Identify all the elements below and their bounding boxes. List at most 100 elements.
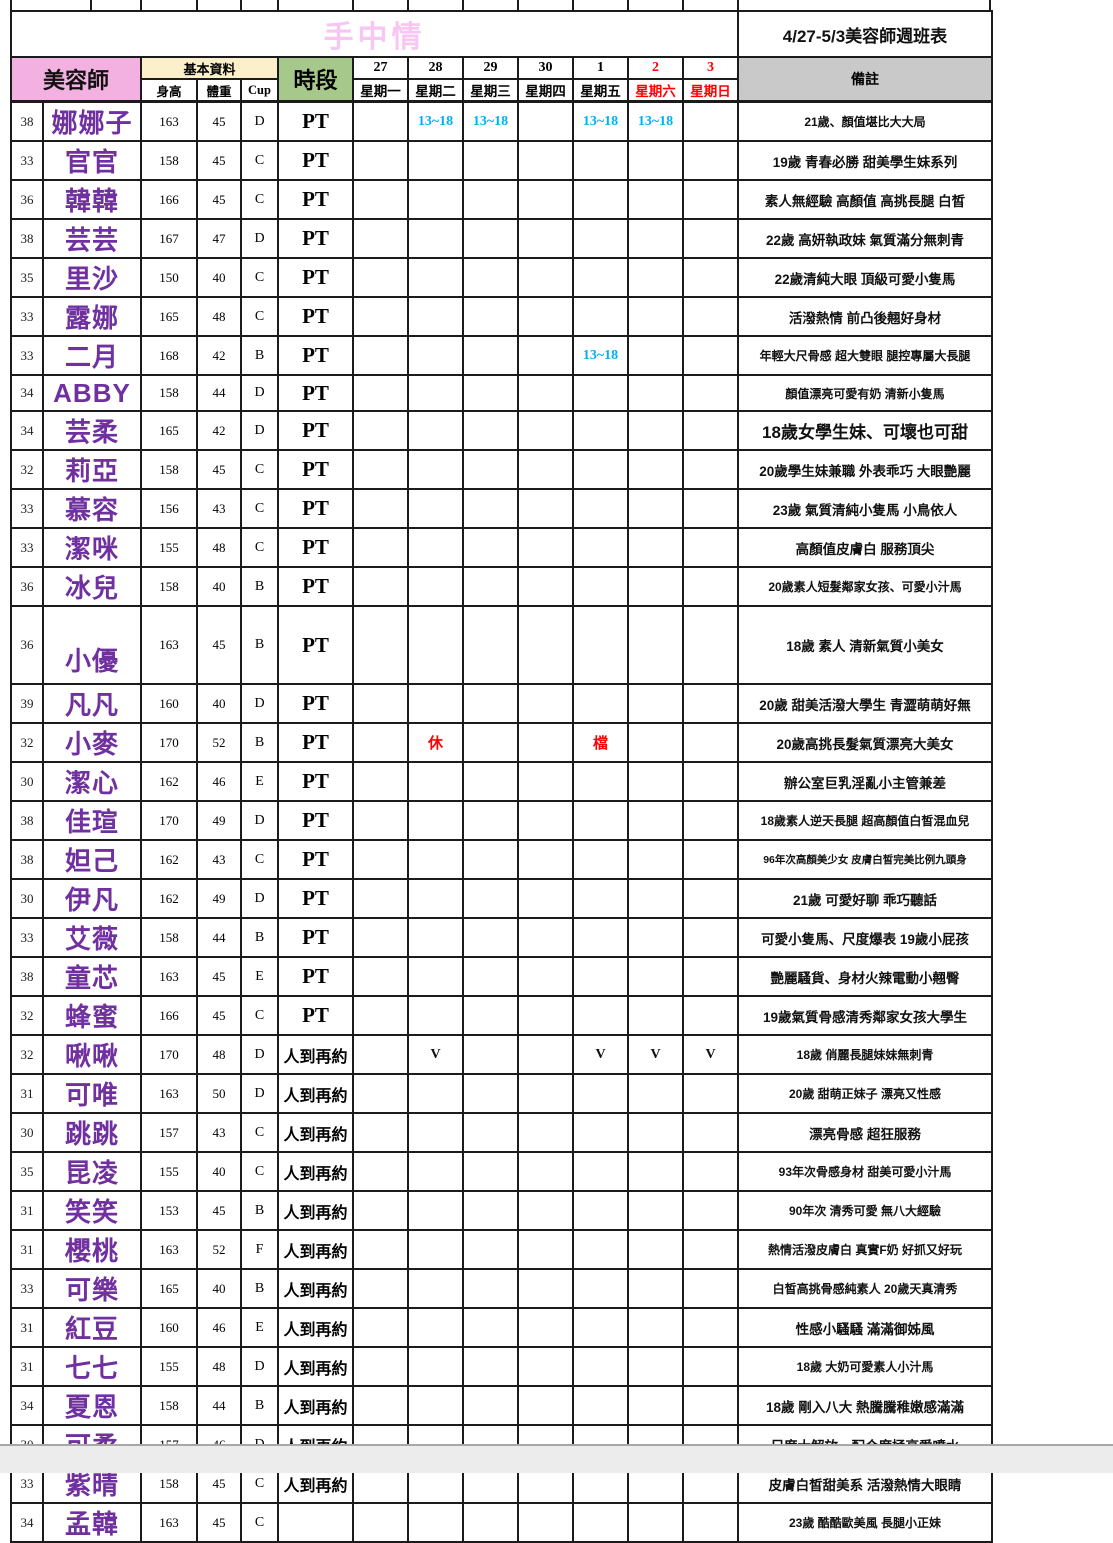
schedule-cell-tue <box>407 527 464 568</box>
timeslot-cell: 人到再約 <box>277 1151 354 1192</box>
schedule-cell-fri <box>572 140 629 181</box>
beautician-name-cell: 夏恩 <box>42 1385 142 1426</box>
table-row: 30 跳跳 157 43 C 人到再約 漂亮骨感 超狂服務 <box>10 1112 993 1153</box>
table-row: 34 芸柔 165 42 D PT 18歲女學生妹、可壞也可甜 <box>10 410 993 451</box>
timeslot-cell: 人到再約 <box>277 1346 354 1387</box>
beautician-name-cell: 冰兒 <box>42 566 142 607</box>
schedule-cell-sun <box>682 1151 739 1192</box>
cup-cell: D <box>240 1346 279 1387</box>
age-cell: 33 <box>10 335 44 376</box>
cup-cell: B <box>240 566 279 607</box>
title-row: 手中情 4/27-5/3美容師週班表 <box>10 10 993 58</box>
schedule-cell-fri <box>572 1151 629 1192</box>
table-row: 38 妲己 162 43 C PT 96年次高顏美少女 皮膚白皙完美比例九頭身 <box>10 839 993 880</box>
remark-cell: 白皙高挑骨感純素人 20歲天真清秀 <box>737 1268 993 1309</box>
cup-cell: C <box>240 527 279 568</box>
weight-cell: 43 <box>196 488 242 529</box>
schedule-cell-sun <box>682 488 739 529</box>
schedule-cell-tue <box>407 410 464 451</box>
schedule-cell-wed <box>462 683 519 724</box>
weight-cell: 45 <box>196 605 242 685</box>
timeslot-cell: PT <box>277 179 354 220</box>
beautician-name-cell: 孟韓 <box>42 1502 142 1543</box>
height-cell: 160 <box>140 683 198 724</box>
schedule-cell-fri <box>572 878 629 919</box>
remark-cell: 辦公室巨乳淫亂小主管兼差 <box>737 761 993 802</box>
schedule-cell-mon <box>352 1190 409 1231</box>
remark-cell: 18歲 大奶可愛素人小汁馬 <box>737 1346 993 1387</box>
remark-cell: 性感小騷騷 滿滿御姊風 <box>737 1307 993 1348</box>
height-cell: 160 <box>140 1307 198 1348</box>
schedule-cell-fri <box>572 800 629 841</box>
schedule-cell-thu <box>517 1229 574 1270</box>
weight-cell: 43 <box>196 839 242 880</box>
schedule-cell-sun <box>682 257 739 298</box>
schedule-cell-mon <box>352 1229 409 1270</box>
remark-cell: 18歲 俏麗長腿妹妹無刺青 <box>737 1034 993 1075</box>
page-title: 手中情 <box>10 10 739 58</box>
age-cell: 31 <box>10 1190 44 1231</box>
col-header-weekday-tue: 星期二 <box>407 78 464 103</box>
schedule-cell-sat <box>627 722 684 763</box>
beautician-name-cell: 二月 <box>42 335 142 376</box>
weight-cell: 45 <box>196 956 242 997</box>
table-row: 38 童芯 163 45 E PT 艷麗騷貨、身材火辣電動小翹臀 <box>10 956 993 997</box>
schedule-cell-sat <box>627 995 684 1036</box>
age-cell: 32 <box>10 449 44 490</box>
timeslot-cell: PT <box>277 374 354 412</box>
beautician-name-cell: 露娜 <box>42 296 142 337</box>
table-row: 34 夏恩 158 44 B 人到再約 18歲 剛入八大 熱騰騰稚嫩感滿滿 <box>10 1385 993 1426</box>
schedule-cell-sun <box>682 800 739 841</box>
beautician-name-cell: 慕容 <box>42 488 142 529</box>
height-cell: 165 <box>140 296 198 337</box>
age-cell: 31 <box>10 1229 44 1270</box>
cup-cell: E <box>240 1307 279 1348</box>
age-cell: 36 <box>10 566 44 607</box>
remark-cell: 93年次骨感身材 甜美可愛小汁馬 <box>737 1151 993 1192</box>
schedule-cell-sun <box>682 605 739 685</box>
table-row: 31 櫻桃 163 52 F 人到再約 熱情活潑皮膚白 真實F奶 好抓又好玩 <box>10 1229 993 1270</box>
schedule-cell-tue <box>407 605 464 685</box>
beautician-name-cell: 跳跳 <box>42 1112 142 1153</box>
schedule-cell-tue <box>407 296 464 337</box>
schedule-cell-sat <box>627 800 684 841</box>
schedule-cell-sun <box>682 1190 739 1231</box>
schedule-cell-thu <box>517 410 574 451</box>
weight-cell: 50 <box>196 1073 242 1114</box>
cup-cell: B <box>240 722 279 763</box>
schedule-cell-thu <box>517 296 574 337</box>
schedule-cell-sat <box>627 1229 684 1270</box>
cup-cell: B <box>240 1190 279 1231</box>
schedule-cell-fri: 13~18 <box>572 100 629 142</box>
schedule-cell-sat <box>627 917 684 958</box>
age-cell: 30 <box>10 1112 44 1153</box>
schedule-cell-sun <box>682 1229 739 1270</box>
height-cell: 163 <box>140 1229 198 1270</box>
beautician-name-cell: 里沙 <box>42 257 142 298</box>
schedule-cell-thu <box>517 218 574 259</box>
weight-cell: 49 <box>196 800 242 841</box>
schedule-cell-fri: 檔 <box>572 722 629 763</box>
table-row: 31 可唯 163 50 D 人到再約 20歲 甜萌正妹子 漂亮又性感 <box>10 1073 993 1114</box>
schedule-cell-wed <box>462 218 519 259</box>
age-cell: 34 <box>10 1385 44 1426</box>
height-cell: 162 <box>140 878 198 919</box>
cup-cell: C <box>240 257 279 298</box>
schedule-cell-sun <box>682 296 739 337</box>
weight-cell: 40 <box>196 1268 242 1309</box>
beautician-name-cell: 芸柔 <box>42 410 142 451</box>
table-row: 33 潔咪 155 48 C PT 高顏值皮膚白 服務頂尖 <box>10 527 993 568</box>
schedule-cell-sun <box>682 1073 739 1114</box>
beautician-name-cell: 可樂 <box>42 1268 142 1309</box>
grid-stub <box>277 0 279 10</box>
schedule-cell-thu <box>517 1112 574 1153</box>
schedule-cell-fri <box>572 1385 629 1426</box>
weight-cell: 45 <box>196 995 242 1036</box>
col-header-timeslot: 時段 <box>277 56 354 103</box>
beautician-name-cell: 官官 <box>42 140 142 181</box>
remark-cell: 顏值漂亮可愛有奶 清新小隻馬 <box>737 374 993 412</box>
height-cell: 158 <box>140 1385 198 1426</box>
cup-cell: D <box>240 218 279 259</box>
schedule-cell-tue <box>407 1112 464 1153</box>
schedule-cell-mon <box>352 218 409 259</box>
